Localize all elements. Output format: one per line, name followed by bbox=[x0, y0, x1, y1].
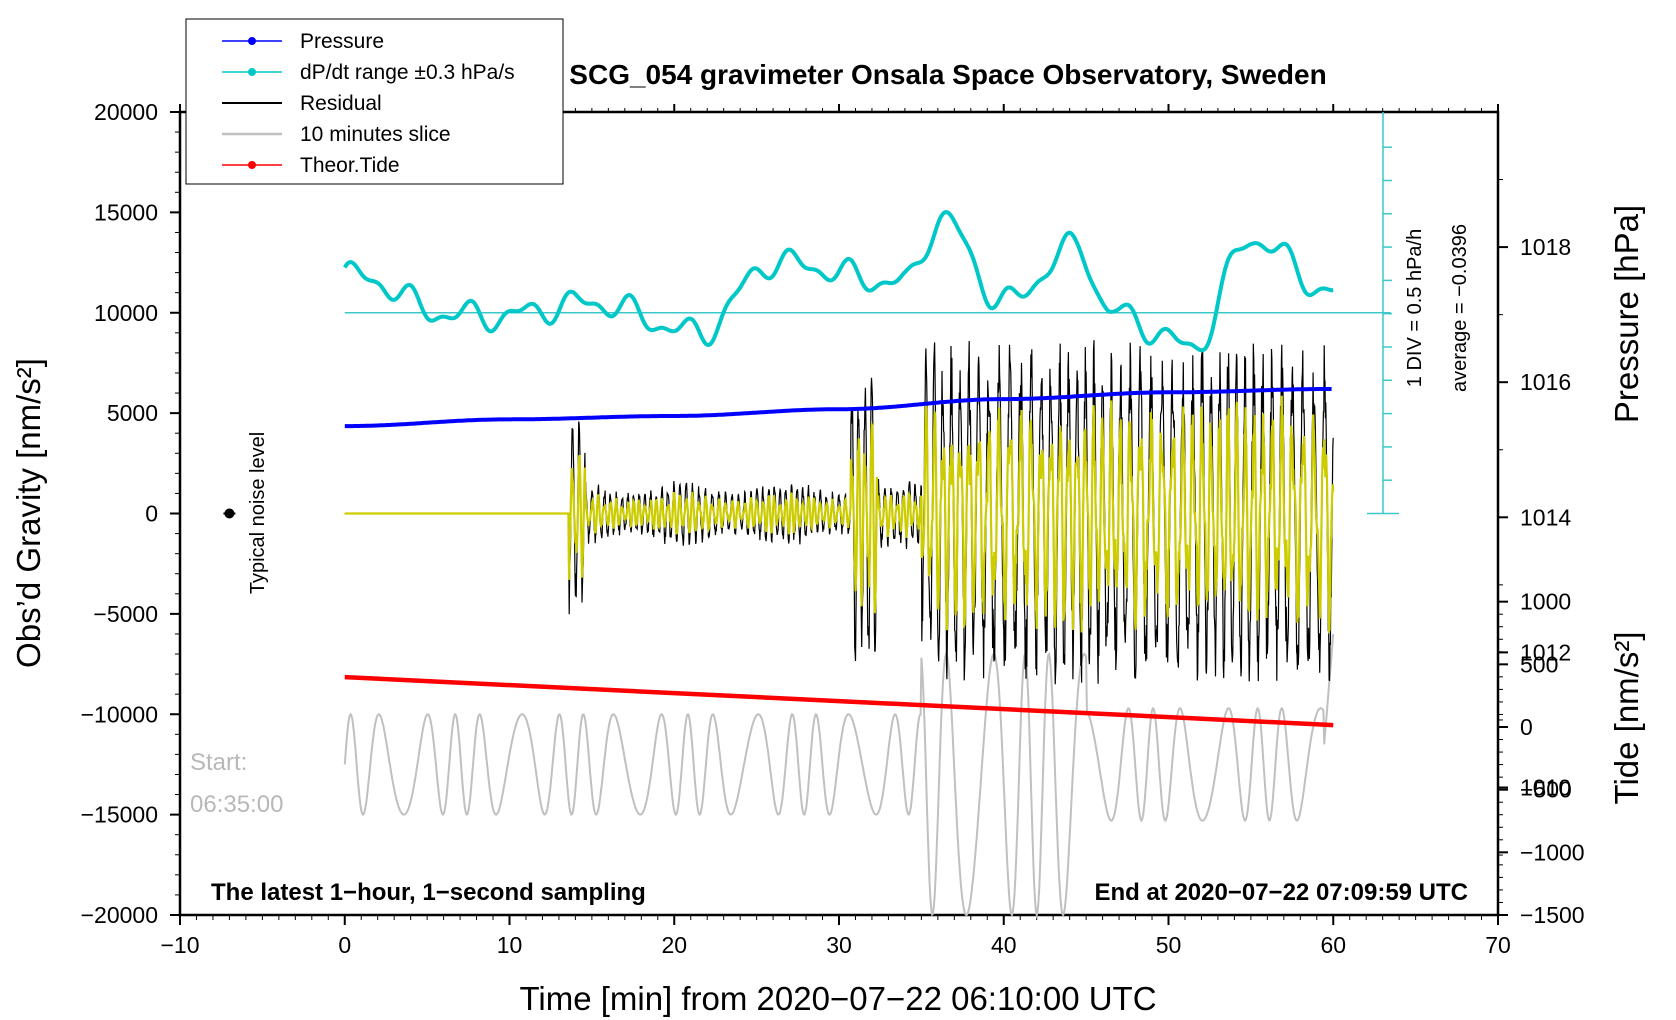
x-tick-label: 70 bbox=[1485, 932, 1511, 958]
scale-div-label: 1 DIV = 0.5 hPa/h bbox=[1404, 229, 1426, 387]
y-tick-label: 10000 bbox=[94, 300, 158, 326]
y-axis-label-tide: Tide [nm/s²] bbox=[1608, 632, 1645, 805]
pressure-tick-label: 1018 bbox=[1520, 234, 1571, 260]
legend-label: Pressure bbox=[300, 30, 384, 53]
y-tick-label: 5000 bbox=[107, 400, 158, 426]
tide-tick-label: −500 bbox=[1520, 777, 1572, 803]
pressure-tick-label: 1016 bbox=[1520, 369, 1571, 395]
start-label: Start: bbox=[190, 749, 247, 776]
legend-label: Residual bbox=[300, 92, 382, 115]
y-tick-label: 15000 bbox=[94, 199, 158, 225]
y-tick-label: −20000 bbox=[81, 902, 158, 928]
noise-level-label: Typical noise level bbox=[247, 432, 269, 594]
y-tick-label: −10000 bbox=[81, 701, 158, 727]
legend-swatch-marker bbox=[248, 161, 256, 169]
legend-label: Theor.Tide bbox=[300, 154, 400, 177]
tide-tick-label: 1000 bbox=[1520, 589, 1571, 615]
x-tick-label: 0 bbox=[338, 932, 351, 958]
series-10-minutes-slice bbox=[343, 633, 1335, 919]
legend-item-pressure: Pressure bbox=[222, 30, 384, 53]
series-filtered-residual bbox=[344, 395, 1335, 635]
tide-tick-label: −1000 bbox=[1520, 839, 1585, 865]
y-tick-label: −15000 bbox=[81, 802, 158, 828]
tide-tick-label: −1500 bbox=[1520, 902, 1585, 928]
legend-label: 10 minutes slice bbox=[300, 123, 451, 146]
y-tick-label: 0 bbox=[145, 501, 158, 527]
legend-label: dP/dt range ±0.3 hPa/s bbox=[300, 61, 515, 84]
chart-title: SCG_054 gravimeter Onsala Space Observat… bbox=[569, 59, 1326, 90]
x-tick-label: 30 bbox=[826, 932, 852, 958]
legend-item-dpdt: dP/dt range ±0.3 hPa/s bbox=[222, 61, 515, 84]
legend-swatch-marker bbox=[248, 68, 256, 76]
x-tick-label: 20 bbox=[661, 932, 687, 958]
y-tick-label: −5000 bbox=[93, 601, 158, 627]
x-axis-label: Time [min] from 2020−07−22 06:10:00 UTC bbox=[519, 980, 1156, 1017]
note-sampling: The latest 1−hour, 1−second sampling bbox=[211, 879, 646, 906]
legend-swatch-marker bbox=[248, 37, 256, 45]
legend-item-tide: Theor.Tide bbox=[222, 154, 400, 177]
pressure-tick-label: 1014 bbox=[1520, 504, 1571, 530]
x-tick-label: 10 bbox=[497, 932, 523, 958]
pressure-axis-ticks: 1010 1012 1014 1016 1018 bbox=[1498, 179, 1571, 856]
legend: Pressure dP/dt range ±0.3 hPa/s Residual… bbox=[185, 18, 564, 185]
x-tick-label: 40 bbox=[991, 932, 1017, 958]
legend-box bbox=[185, 18, 564, 185]
x-tick-label: −10 bbox=[160, 932, 199, 958]
tide-tick-label: 500 bbox=[1520, 651, 1558, 677]
pressure-tick-label: 1012 bbox=[1520, 639, 1571, 665]
x-tick-label: 60 bbox=[1320, 932, 1346, 958]
pressure-tick-label: 1010 bbox=[1520, 775, 1571, 801]
y-tick-label: 20000 bbox=[94, 99, 158, 125]
series-theor-tide bbox=[344, 674, 1334, 728]
scale-average-label: average = −0.0396 bbox=[1449, 224, 1471, 392]
tide-axis-ticks: 1000 500 0 −500 −1000 −1500 bbox=[1498, 589, 1585, 928]
x-axis-ticks: −10 0 10 20 30 40 50 60 70 bbox=[160, 104, 1511, 958]
x-tick-label: 50 bbox=[1156, 932, 1182, 958]
tide-tick-label: 0 bbox=[1520, 714, 1533, 740]
y-axis-ticks: 20000 15000 10000 5000 0 −5000 −10000 −15000 −20… bbox=[81, 99, 180, 928]
legend-item-residual: Residual bbox=[222, 92, 382, 115]
series-pressure bbox=[344, 387, 1332, 429]
note-end-time: End at 2020−07−22 07:09:59 UTC bbox=[1094, 879, 1468, 906]
y-axis-label-left: Obs’d Gravity [nm/s²] bbox=[10, 358, 47, 668]
y-axis-label-pressure: Pressure [hPa] bbox=[1608, 205, 1645, 423]
legend-item-slice: 10 minutes slice bbox=[222, 123, 451, 146]
series-dpdt bbox=[343, 210, 1334, 353]
start-time: 06:35:00 bbox=[190, 791, 283, 818]
